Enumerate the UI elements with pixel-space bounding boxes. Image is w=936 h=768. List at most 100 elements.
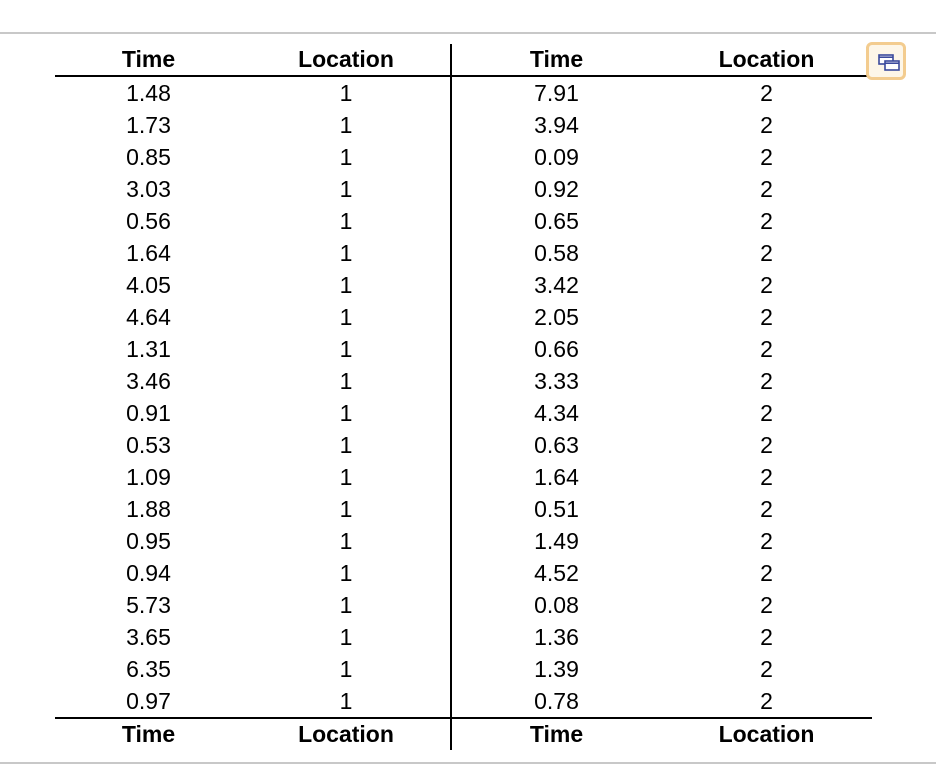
table-row: 4.05 1 3.42 2 bbox=[55, 269, 872, 301]
cell-time: 3.33 bbox=[534, 368, 579, 394]
cell-location: 2 bbox=[760, 592, 773, 618]
table-row: 3.65 1 1.36 2 bbox=[55, 621, 872, 653]
cell-location: 1 bbox=[242, 589, 452, 621]
cell-location: 1 bbox=[242, 493, 452, 525]
cell-time: 1.48 bbox=[126, 80, 171, 106]
cell-location: 2 bbox=[760, 560, 773, 586]
bottom-divider bbox=[0, 762, 936, 764]
cell-time: 0.09 bbox=[534, 144, 579, 170]
cell-location: 2 bbox=[760, 272, 773, 298]
header-time: Time bbox=[55, 44, 242, 77]
popout-button[interactable] bbox=[866, 42, 906, 80]
cell-time: 1.49 bbox=[534, 528, 579, 554]
table-row: 0.85 1 0.09 2 bbox=[55, 141, 872, 173]
cell-location: 1 bbox=[242, 301, 452, 333]
cell-location: 2 bbox=[760, 496, 773, 522]
cell-time: 5.73 bbox=[126, 592, 171, 618]
table-row: 0.56 1 0.65 2 bbox=[55, 205, 872, 237]
cell-location: 1 bbox=[242, 237, 452, 269]
table-row: 3.03 1 0.92 2 bbox=[55, 173, 872, 205]
table-header: Time Location Time Location bbox=[55, 44, 872, 77]
cell-time: 3.42 bbox=[534, 272, 579, 298]
cell-location: 1 bbox=[242, 141, 452, 173]
cell-location: 2 bbox=[760, 208, 773, 234]
table-row: 0.53 1 0.63 2 bbox=[55, 429, 872, 461]
table-row: 0.97 1 0.78 2 bbox=[55, 685, 872, 718]
cell-time: 4.34 bbox=[534, 400, 579, 426]
cell-time: 0.95 bbox=[126, 528, 171, 554]
cell-location: 2 bbox=[760, 176, 773, 202]
table-row: 1.88 1 0.51 2 bbox=[55, 493, 872, 525]
table-row: 0.91 1 4.34 2 bbox=[55, 397, 872, 429]
footer-location: Location bbox=[661, 717, 872, 750]
cell-time: 0.78 bbox=[534, 688, 579, 714]
footer-time: Time bbox=[451, 717, 661, 750]
cell-time: 1.88 bbox=[126, 496, 171, 522]
cell-location: 1 bbox=[242, 109, 452, 141]
cell-time: 7.91 bbox=[534, 80, 579, 106]
cell-time: 2.05 bbox=[534, 304, 579, 330]
cell-time: 0.56 bbox=[126, 208, 171, 234]
cell-time: 1.64 bbox=[534, 464, 579, 490]
cell-location: 1 bbox=[242, 173, 452, 205]
cell-time: 0.58 bbox=[534, 240, 579, 266]
table-row: 1.73 1 3.94 2 bbox=[55, 109, 872, 141]
cell-time: 4.64 bbox=[126, 304, 171, 330]
cell-location: 1 bbox=[242, 76, 452, 109]
cell-time: 1.73 bbox=[126, 112, 171, 138]
cell-location: 2 bbox=[760, 80, 773, 106]
cell-location: 2 bbox=[760, 400, 773, 426]
cell-time: 3.65 bbox=[126, 624, 171, 650]
cell-location: 2 bbox=[760, 368, 773, 394]
table-row: 6.35 1 1.39 2 bbox=[55, 653, 872, 685]
cell-time: 3.94 bbox=[534, 112, 579, 138]
cell-time: 3.03 bbox=[126, 176, 171, 202]
top-divider bbox=[0, 32, 936, 34]
popout-window-icon bbox=[878, 54, 900, 71]
cell-location: 1 bbox=[242, 429, 452, 461]
table-row: 1.09 1 1.64 2 bbox=[55, 461, 872, 493]
cell-location: 1 bbox=[242, 621, 452, 653]
cell-location: 2 bbox=[760, 528, 773, 554]
table-row: 0.95 1 1.49 2 bbox=[55, 525, 872, 557]
cell-time: 0.66 bbox=[534, 336, 579, 362]
cell-location: 1 bbox=[242, 653, 452, 685]
header-location: Location bbox=[242, 44, 452, 77]
cell-time: 4.52 bbox=[534, 560, 579, 586]
cell-location: 1 bbox=[242, 557, 452, 589]
cell-location: 1 bbox=[242, 685, 452, 718]
cell-time: 0.94 bbox=[126, 560, 171, 586]
cell-time: 6.35 bbox=[126, 656, 171, 682]
footer-row: Time Location Time Location bbox=[55, 717, 872, 750]
table-row: 0.94 1 4.52 2 bbox=[55, 557, 872, 589]
cell-location: 1 bbox=[242, 365, 452, 397]
footer-location: Location bbox=[242, 717, 452, 750]
cell-time: 1.36 bbox=[534, 624, 579, 650]
cell-location: 1 bbox=[242, 397, 452, 429]
cell-location: 2 bbox=[760, 688, 773, 714]
table-footer: Time Location Time Location bbox=[55, 717, 872, 750]
header-time: Time bbox=[451, 44, 661, 77]
cell-time: 0.92 bbox=[534, 176, 579, 202]
cell-time: 4.05 bbox=[126, 272, 171, 298]
cell-time: 0.91 bbox=[126, 400, 171, 426]
cell-time: 0.63 bbox=[534, 432, 579, 458]
cell-location: 2 bbox=[760, 464, 773, 490]
table-row: 1.48 1 7.91 2 bbox=[55, 76, 872, 109]
table-row: 5.73 1 0.08 2 bbox=[55, 589, 872, 621]
cell-location: 1 bbox=[242, 269, 452, 301]
cell-time: 1.31 bbox=[126, 336, 171, 362]
table-row: 4.64 1 2.05 2 bbox=[55, 301, 872, 333]
cell-location: 1 bbox=[242, 333, 452, 365]
table-row: 1.31 1 0.66 2 bbox=[55, 333, 872, 365]
cell-time: 1.09 bbox=[126, 464, 171, 490]
header-row: Time Location Time Location bbox=[55, 44, 872, 77]
cell-location: 2 bbox=[760, 240, 773, 266]
cell-location: 2 bbox=[760, 304, 773, 330]
footer-time: Time bbox=[55, 717, 242, 750]
cell-time: 1.39 bbox=[534, 656, 579, 682]
cell-location: 2 bbox=[760, 624, 773, 650]
table-row: 1.64 1 0.58 2 bbox=[55, 237, 872, 269]
cell-location: 2 bbox=[760, 112, 773, 138]
cell-time: 0.51 bbox=[534, 496, 579, 522]
